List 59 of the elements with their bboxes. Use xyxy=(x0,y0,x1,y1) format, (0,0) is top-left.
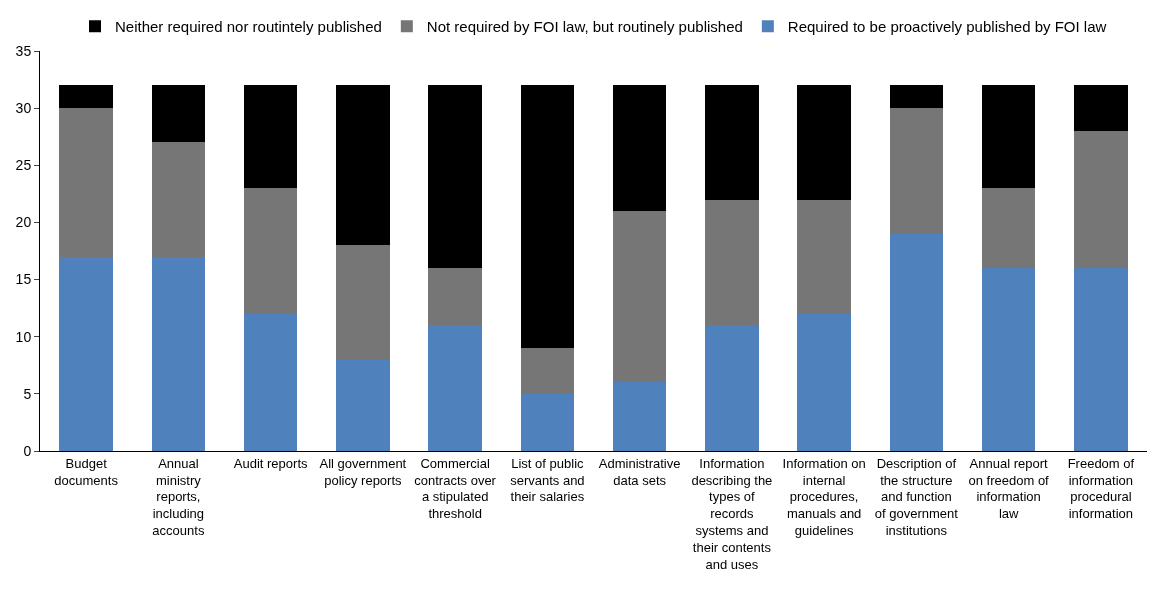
bar xyxy=(243,85,298,189)
legend-label: Required to be proactively published by FOI law xyxy=(787,18,1107,36)
bar xyxy=(1074,85,1128,131)
bar xyxy=(981,85,1036,189)
bar xyxy=(705,325,759,451)
bar xyxy=(336,245,390,360)
x-tick-label: All government policy reports xyxy=(319,455,407,488)
x-tick-label: Administrative data sets xyxy=(598,455,681,488)
x-tick-label: Annual ministry reports, including accounts xyxy=(152,455,205,539)
x-tick-label: Annual report on freedom of information law xyxy=(968,455,1050,522)
x-tick-label: Audit reports xyxy=(233,455,308,471)
bar xyxy=(520,348,575,394)
x-tick-label: List of public servants and their salaries xyxy=(510,455,585,505)
bar xyxy=(889,108,944,234)
x-tick-label: Information on internal procedures, manuals and guidelines xyxy=(782,455,866,539)
bar xyxy=(797,313,851,451)
bar xyxy=(336,359,390,451)
bar xyxy=(612,85,667,211)
bar xyxy=(981,268,1036,451)
bar xyxy=(336,85,390,246)
bar xyxy=(151,256,206,451)
bar xyxy=(612,382,667,451)
y-tick-label: 15 xyxy=(15,271,32,288)
y-tick-label: 10 xyxy=(15,328,32,345)
bar xyxy=(981,188,1036,269)
x-tick-label: Freedom of information procedural information xyxy=(1067,455,1135,522)
bar xyxy=(243,313,298,451)
bar xyxy=(520,393,575,451)
legend-label: Not required by FOI law, but routinely published xyxy=(426,18,743,36)
bar xyxy=(1074,131,1128,269)
bar xyxy=(59,108,113,257)
bar xyxy=(889,233,944,451)
y-tick-label: 35 xyxy=(15,42,32,59)
y-tick-label: 30 xyxy=(15,100,32,117)
bar xyxy=(705,199,759,326)
legend-label: Neither required nor routintely published xyxy=(115,18,382,36)
y-tick-label: 0 xyxy=(23,442,32,459)
y-tick-label: 5 xyxy=(23,385,32,402)
bar xyxy=(797,85,851,200)
bar xyxy=(243,188,298,314)
x-tick-label: Description of the structure and function of government institutions xyxy=(874,455,959,539)
x-tick-label: Commercial contracts over a stipulated threshold xyxy=(414,455,497,522)
y-tick-label: 20 xyxy=(15,214,32,231)
bar xyxy=(612,211,667,383)
x-tick-label: Information describing the types of records systems and their contents and uses xyxy=(691,455,773,572)
bar xyxy=(151,85,206,143)
bar xyxy=(889,85,944,109)
bar xyxy=(520,85,575,349)
x-tick-label: Budget documents xyxy=(54,455,119,488)
bar xyxy=(151,142,206,257)
bar xyxy=(428,268,482,326)
bar xyxy=(428,85,482,269)
bar xyxy=(705,85,759,200)
y-tick-label: 25 xyxy=(15,157,32,174)
bar xyxy=(59,85,113,109)
bar xyxy=(1074,268,1128,451)
bar xyxy=(797,199,851,314)
bar xyxy=(59,256,113,451)
bar xyxy=(428,325,482,451)
